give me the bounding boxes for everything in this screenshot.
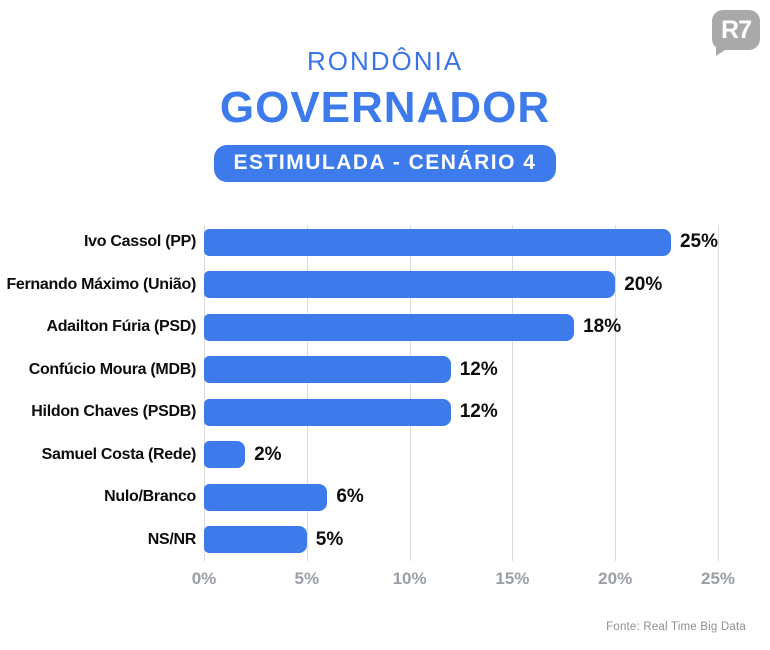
candidate-label: Samuel Costa (Rede) — [41, 445, 197, 463]
gridline-5% — [306, 225, 308, 561]
bar-track: 5% — [204, 526, 718, 554]
chart-row: Fernando Máximo (União) 20% — [0, 264, 770, 307]
candidate-label: NS/NR — [147, 530, 197, 548]
region-label: RONDÔNIA — [306, 46, 464, 76]
plot-area: 0% 5% 10% 15% 20% 25% — [192, 221, 735, 588]
gridline-0% — [204, 225, 205, 561]
bar — [204, 228, 671, 256]
chart-row: Nulo/Branco 6% — [0, 476, 770, 519]
candidate-label: Ivo Cassol (PP) — [84, 233, 196, 251]
x-tick-label: 10% — [392, 569, 427, 588]
bar-value-label: 5% — [315, 528, 344, 550]
bar-value-label: 6% — [336, 486, 364, 508]
chart-row: Samuel Costa (Rede) 2% — [0, 434, 770, 477]
bar — [204, 526, 307, 554]
bar-track: 12% — [204, 356, 718, 384]
bar-value-label: 25% — [679, 231, 718, 253]
bar — [204, 398, 451, 426]
bar-value-label: 20% — [624, 273, 663, 295]
bar-track: 6% — [204, 483, 718, 511]
candidate-label: Nulo/Branco — [104, 488, 196, 506]
bar-track: 18% — [204, 313, 718, 341]
chart-row: NS/NR 5% — [0, 519, 770, 562]
x-tick-label: 20% — [598, 569, 633, 588]
bar-value-label: 12% — [459, 358, 498, 380]
scenario-badge: ESTIMULADA - CENÁRIO 4 — [213, 145, 557, 182]
candidate-label: Hildon Chaves (PSDB) — [31, 403, 196, 421]
candidate-label: Confúcio Moura (MDB) — [28, 360, 197, 378]
bar-value-label: 18% — [583, 316, 622, 338]
x-tick-label: 15% — [495, 569, 530, 588]
gridline-15% — [512, 225, 514, 561]
gridline-20% — [615, 225, 617, 561]
bar — [204, 483, 328, 511]
x-tick-label: 0% — [191, 569, 217, 588]
bar-track: 20% — [204, 271, 718, 299]
chart-row: Adailton Fúria (PSD) 18% — [0, 306, 770, 349]
chart-header: RONDÔNIA GOVERNADOR ESTIMULADA - CENÁRIO… — [0, 0, 770, 182]
bar-track: 25% — [204, 228, 718, 256]
bar-track: 2% — [204, 441, 718, 469]
gridline-10% — [409, 225, 411, 561]
chart-row: Hildon Chaves (PSDB) 12% — [0, 391, 770, 434]
bar — [204, 441, 246, 469]
bar — [204, 356, 451, 384]
bar-value-label: 12% — [459, 401, 498, 423]
x-tick-label: 25% — [700, 569, 736, 588]
chart-row: Confúcio Moura (MDB) 12% — [0, 349, 770, 392]
x-tick-label: 5% — [294, 569, 320, 588]
bar-chart: 0% 5% 10% 15% 20% 25% Ivo Cassol (PP) 25% Ferna… — [0, 221, 770, 593]
candidate-label: Fernando Máximo (União) — [6, 275, 196, 293]
bar-value-label: 2% — [254, 443, 282, 465]
r7-logo: R7 — [712, 10, 760, 56]
page-title: GOVERNADOR — [219, 83, 551, 132]
bar — [204, 313, 575, 341]
source-note: Fonte: Real Time Big Data — [606, 621, 746, 633]
candidate-label: Adailton Fúria (PSD) — [46, 318, 196, 336]
bar — [204, 271, 616, 299]
chart-row: Ivo Cassol (PP) 25% — [0, 221, 770, 264]
gridline-25% — [718, 225, 719, 561]
bar-track: 12% — [204, 398, 718, 426]
r7-logo-text: R7 — [721, 15, 752, 44]
